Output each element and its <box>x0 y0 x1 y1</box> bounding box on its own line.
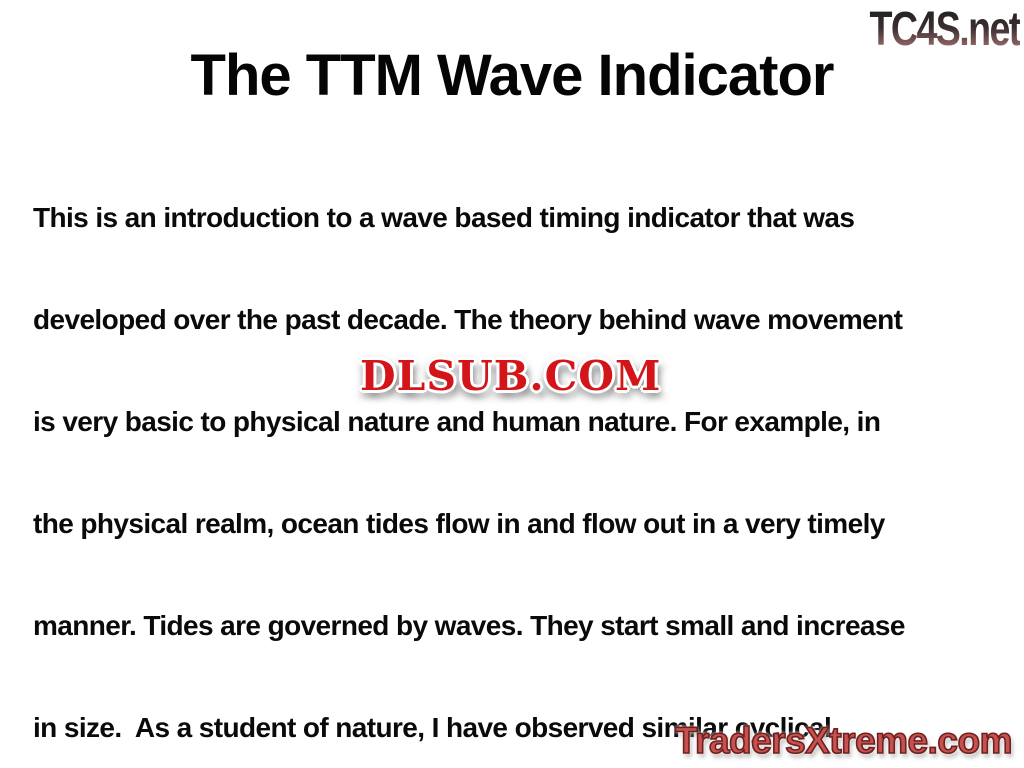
tradersxtreme-watermark: TradersXtreme.com <box>674 719 1013 762</box>
text-line: in size. As a student of nature, I have … <box>33 712 832 743</box>
text-line: the physical realm, ocean tides flow in … <box>33 508 885 539</box>
text-line: is very basic to physical nature and hum… <box>33 406 881 437</box>
text-line: manner. Tides are governed by waves. The… <box>33 610 905 641</box>
text-line: This is an introduction to a wave based … <box>33 202 855 233</box>
tc4s-watermark: TC4S.net <box>869 1 1022 56</box>
text-line: developed over the past decade. The theo… <box>33 304 903 335</box>
dlsub-watermark: DLSUB.COM <box>360 352 662 400</box>
page-title: The TTM Wave Indicator <box>190 43 835 108</box>
body-text: This is an introduction to a wave based … <box>33 133 905 768</box>
